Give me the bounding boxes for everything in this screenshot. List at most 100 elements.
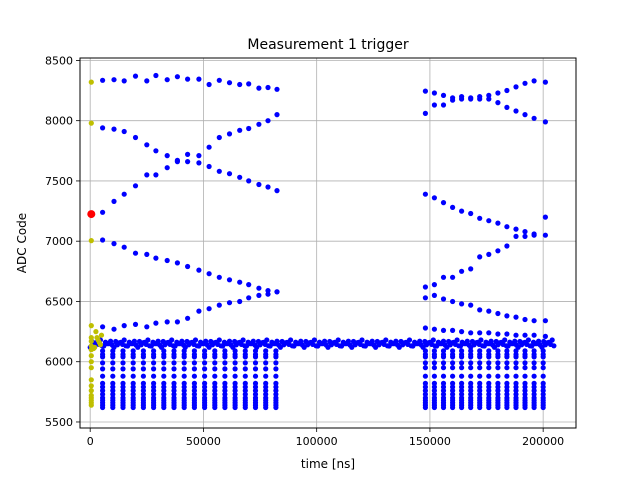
data-point — [171, 360, 177, 366]
data-point — [130, 391, 136, 397]
data-point — [486, 96, 492, 102]
data-point — [464, 338, 470, 344]
data-point — [246, 295, 252, 301]
data-point — [120, 348, 126, 354]
data-point — [551, 343, 557, 349]
data-point — [132, 183, 139, 189]
data-point — [486, 218, 492, 224]
data-point — [263, 360, 269, 366]
data-point — [252, 373, 259, 379]
data-point — [522, 112, 528, 118]
data-point — [185, 76, 191, 82]
data-point — [459, 391, 465, 397]
data-point — [459, 208, 465, 214]
data-point — [222, 360, 228, 366]
data-point — [181, 404, 187, 411]
data-point — [495, 331, 501, 337]
tick-marks: 0 50000 100000 150000 200000 5500 6000 6500 7000… — [45, 54, 564, 448]
data-point — [161, 380, 167, 386]
data-point — [171, 354, 177, 360]
data-point — [468, 373, 474, 379]
data-point — [468, 360, 474, 366]
data-point — [252, 384, 259, 390]
data-point — [540, 404, 546, 411]
data-point — [108, 338, 114, 344]
data-point — [459, 380, 465, 386]
data-point — [422, 295, 428, 301]
data-point — [242, 380, 248, 386]
data-point — [100, 404, 106, 411]
data-point — [522, 373, 528, 379]
data-point — [531, 380, 537, 386]
data-point — [298, 338, 304, 344]
data-point — [288, 337, 294, 343]
data-point — [132, 250, 139, 256]
data-point — [522, 229, 528, 235]
data-point — [171, 384, 177, 390]
data-point — [468, 302, 474, 308]
data-point — [232, 380, 238, 386]
data-point — [130, 384, 136, 390]
data-point — [237, 279, 243, 285]
data-point — [222, 404, 228, 411]
data-point — [88, 383, 94, 389]
data-point — [91, 345, 97, 352]
data-point — [237, 81, 243, 88]
data-point — [265, 184, 271, 190]
data-point — [242, 388, 248, 394]
data-point — [431, 388, 437, 394]
data-point — [120, 384, 126, 390]
data-point — [202, 380, 208, 386]
data-point — [222, 354, 228, 360]
data-point — [256, 85, 262, 91]
data-point — [450, 298, 456, 305]
data-point — [202, 404, 208, 411]
data-point — [191, 373, 197, 379]
data-point — [226, 131, 233, 137]
data-point — [206, 163, 212, 170]
data-point — [488, 338, 494, 344]
data-point — [242, 360, 248, 366]
data-point — [191, 388, 197, 394]
x-tick-label: 50000 — [186, 435, 221, 448]
data-point — [88, 388, 94, 394]
data-point — [504, 388, 510, 394]
data-point — [477, 354, 483, 360]
data-point — [179, 338, 185, 344]
data-point — [100, 384, 106, 390]
data-point — [88, 359, 94, 365]
data-point — [459, 354, 465, 360]
data-point — [252, 380, 259, 386]
data-point — [222, 366, 228, 372]
data-point — [100, 380, 106, 386]
data-point — [504, 360, 510, 366]
data-point — [216, 134, 222, 141]
data-point — [440, 384, 447, 390]
data-point — [222, 384, 228, 390]
data-point — [120, 366, 126, 372]
data-point — [232, 360, 238, 366]
data-point — [440, 92, 447, 98]
data-point — [174, 159, 180, 165]
data-point — [273, 373, 279, 379]
data-point — [486, 388, 492, 394]
data-point — [202, 366, 208, 372]
data-point — [212, 404, 218, 411]
data-point — [174, 319, 180, 325]
data-point — [121, 191, 127, 197]
data-point — [191, 404, 197, 411]
data-point — [212, 366, 218, 372]
data-point — [549, 337, 555, 343]
data-point — [274, 338, 280, 344]
data-point — [513, 84, 519, 90]
data-point — [522, 380, 528, 386]
data-point — [486, 330, 492, 336]
data-point — [222, 373, 228, 379]
data-point — [542, 79, 549, 85]
data-point — [212, 388, 218, 394]
data-point — [88, 120, 94, 126]
data-point — [542, 119, 549, 125]
data-point — [131, 338, 137, 344]
y-tick-label: 5500 — [45, 416, 73, 429]
data-point — [431, 391, 437, 397]
